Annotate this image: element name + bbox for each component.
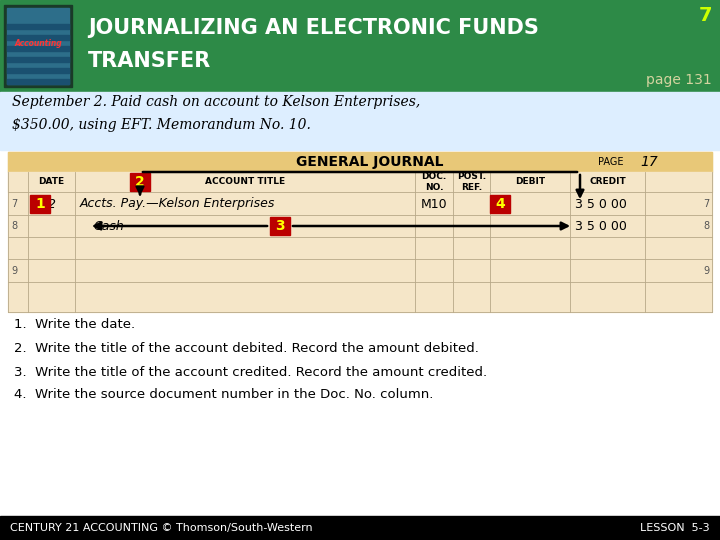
Text: 7: 7 <box>11 199 17 209</box>
Bar <box>4 5 72 87</box>
Text: 3.  Write the title of the account credited. Record the amount credited.: 3. Write the title of the account credit… <box>14 366 487 379</box>
Text: 4: 4 <box>495 197 505 211</box>
Text: ACCOUNT TITLE: ACCOUNT TITLE <box>205 178 285 186</box>
Bar <box>8 152 712 172</box>
Text: Cash: Cash <box>93 219 124 233</box>
Text: CREDIT: CREDIT <box>589 178 626 186</box>
Text: 8: 8 <box>703 221 709 231</box>
Bar <box>8 172 712 192</box>
Text: DEBIT: DEBIT <box>515 178 545 186</box>
Bar <box>8 152 712 312</box>
Text: 9: 9 <box>703 266 709 276</box>
Bar <box>0 0 720 92</box>
Text: PAGE: PAGE <box>598 157 624 167</box>
Bar <box>7 46 69 51</box>
Text: TRANSFER: TRANSFER <box>88 51 211 71</box>
Text: 3 5 0 00: 3 5 0 00 <box>575 219 627 233</box>
Text: Accts. Pay.—Kelson Enterprises: Accts. Pay.—Kelson Enterprises <box>80 198 275 211</box>
Text: CENTURY 21 ACCOUNTING © Thomson/South-Western: CENTURY 21 ACCOUNTING © Thomson/South-We… <box>10 523 312 533</box>
Text: DATE: DATE <box>38 178 65 186</box>
Text: JOURNALIZING AN ELECTRONIC FUNDS: JOURNALIZING AN ELECTRONIC FUNDS <box>88 18 539 38</box>
Text: 3: 3 <box>275 219 285 233</box>
Text: 3 5 0 00: 3 5 0 00 <box>575 198 627 211</box>
Text: $350.00, using EFT. Memorandum No. 10.: $350.00, using EFT. Memorandum No. 10. <box>12 118 311 132</box>
Text: 8: 8 <box>11 221 17 231</box>
Bar <box>7 24 69 29</box>
Bar <box>130 173 150 191</box>
Text: page 131: page 131 <box>647 73 712 87</box>
Bar <box>7 79 69 84</box>
Text: LESSON  5-3: LESSON 5-3 <box>640 523 710 533</box>
Bar <box>7 68 69 73</box>
Text: 2: 2 <box>48 198 55 211</box>
Bar <box>490 195 510 213</box>
Bar <box>7 57 69 62</box>
Text: POST.
REF.: POST. REF. <box>457 172 486 192</box>
Text: GENERAL JOURNAL: GENERAL JOURNAL <box>296 155 444 169</box>
Text: 7: 7 <box>703 199 709 209</box>
Text: September 2. Paid cash on account to Kelson Enterprises,: September 2. Paid cash on account to Kel… <box>12 95 420 109</box>
Text: DOC.
NO.: DOC. NO. <box>421 172 446 192</box>
Bar <box>0 92 720 150</box>
Text: 7: 7 <box>698 6 712 25</box>
Bar <box>30 195 50 213</box>
Text: 17: 17 <box>640 155 658 169</box>
Bar <box>270 217 290 235</box>
Bar <box>7 35 69 40</box>
Text: Accounting: Accounting <box>14 39 62 49</box>
Text: 9: 9 <box>11 266 17 276</box>
Bar <box>0 516 720 540</box>
Text: 1: 1 <box>35 197 45 211</box>
Text: 2: 2 <box>135 175 145 189</box>
Text: 2.  Write the title of the account debited. Record the amount debited.: 2. Write the title of the account debite… <box>14 341 479 354</box>
Text: 1.  Write the date.: 1. Write the date. <box>14 319 135 332</box>
Text: M10: M10 <box>420 198 447 211</box>
Text: 4.  Write the source document number in the Doc. No. column.: 4. Write the source document number in t… <box>14 388 433 402</box>
Bar <box>7 8 69 84</box>
